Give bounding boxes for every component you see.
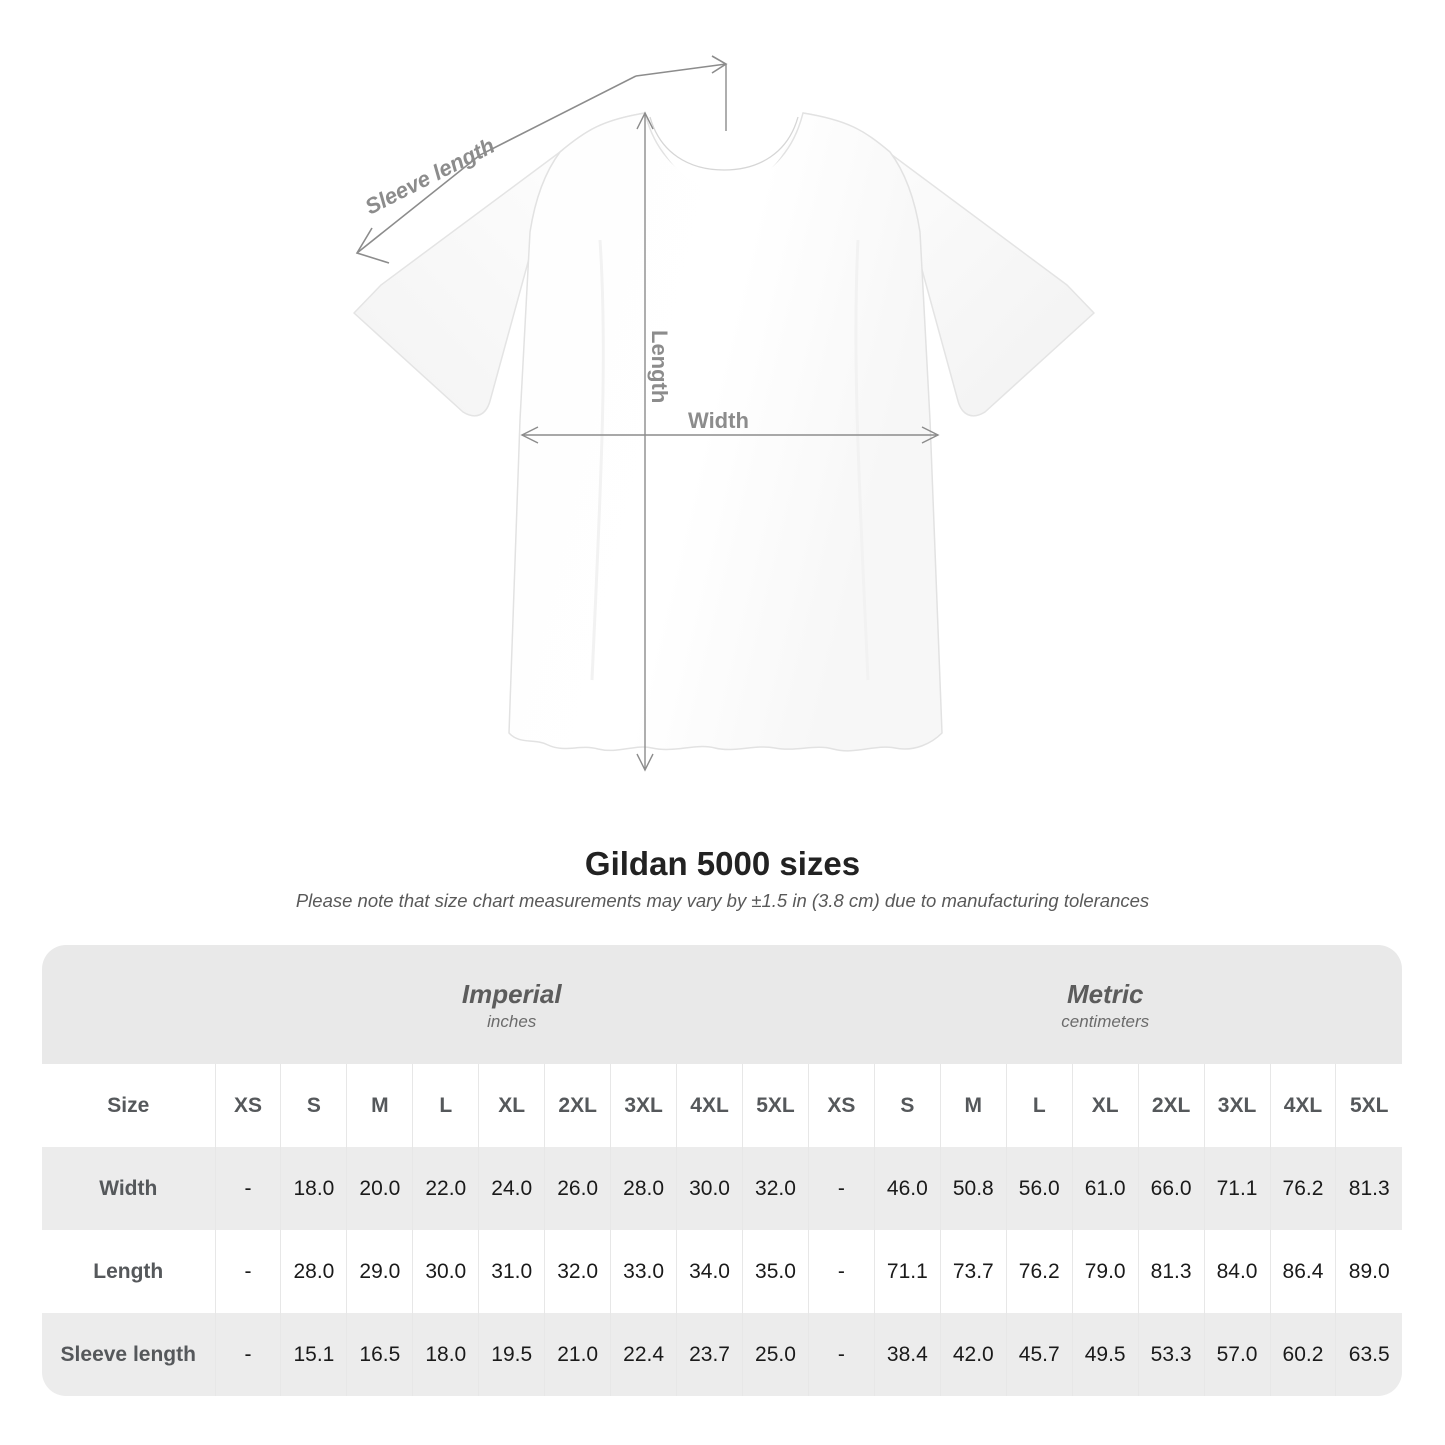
svg-text:Length: Length	[647, 330, 672, 403]
svg-text:Width: Width	[688, 408, 749, 433]
svg-text:Sleeve length: Sleeve length	[361, 133, 499, 220]
